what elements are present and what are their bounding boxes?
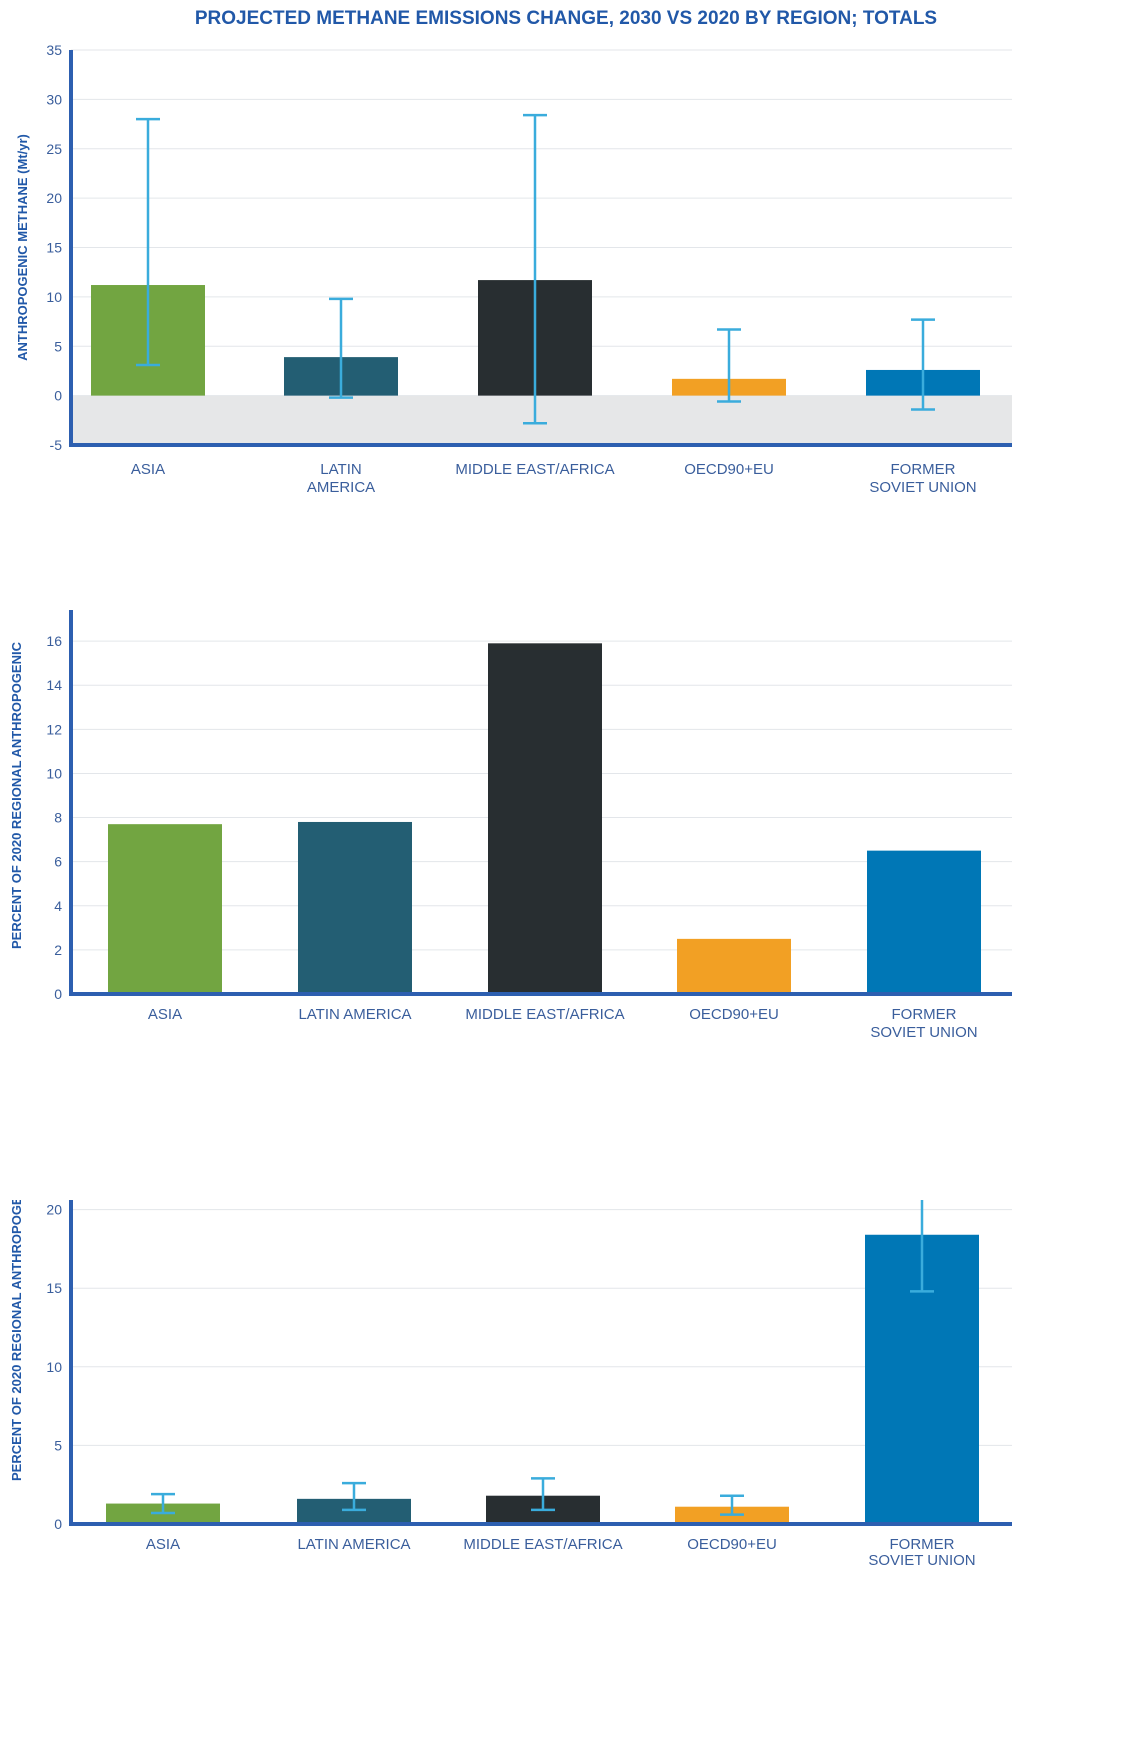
y-axis-label: PERCENT OF 2020 REGIONAL ANTHROPOGENIC bbox=[9, 641, 24, 949]
methane-percent-chart: PROJECTED METHANE EMISSIONS CHANGE, 2030… bbox=[0, 610, 1132, 1175]
bar-asia bbox=[108, 824, 222, 994]
x-category-label-line: LATIN bbox=[320, 461, 361, 478]
x-category-label-line: FORMER bbox=[892, 1006, 957, 1023]
error-bar-oecd90-eu bbox=[720, 1494, 744, 1516]
x-category-label-line: LATIN AMERICA bbox=[298, 1006, 411, 1023]
methane-percent-chart-svg: PROJECTED METHANE EMISSIONS CHANGE, 2030… bbox=[9, 610, 1012, 1041]
y-tick-label: 35 bbox=[46, 42, 62, 58]
x-category-label-oecd90-eu: OECD90+EU bbox=[687, 1536, 777, 1553]
chart-title: PROJECTED METHANE EMISSIONS CHANGE, 2030… bbox=[195, 8, 937, 29]
y-tick-label: 0 bbox=[54, 1516, 62, 1532]
methane-per-person-chart-svg: PROJECTED METHANE EMISSIONS CHANGE, 2030… bbox=[9, 1200, 1012, 1569]
x-category-label-line: OECD90+EU bbox=[689, 1006, 779, 1023]
y-tick-label: 5 bbox=[54, 1437, 62, 1453]
y-tick-label: 20 bbox=[46, 1202, 62, 1218]
error-bar-middle-east-africa bbox=[523, 113, 547, 425]
bar-former-soviet-union bbox=[867, 850, 981, 994]
x-category-label-line: LATIN AMERICA bbox=[297, 1536, 410, 1553]
x-category-label-latin-america: LATIN AMERICA bbox=[307, 461, 375, 496]
y-tick-label: 10 bbox=[46, 289, 62, 305]
y-tick-label: 6 bbox=[54, 854, 62, 870]
x-category-label-asia: ASIA bbox=[146, 1536, 180, 1553]
x-category-label-asia: ASIA bbox=[131, 461, 165, 478]
x-category-label-line: MIDDLE EAST/AFRICA bbox=[455, 461, 614, 478]
x-category-label-line: ASIA bbox=[148, 1006, 182, 1023]
x-category-label-oecd90-eu: OECD90+EU bbox=[684, 461, 774, 478]
y-tick-label: 10 bbox=[46, 765, 62, 781]
y-tick-label: 25 bbox=[46, 141, 62, 157]
x-category-label-line: ASIA bbox=[131, 461, 165, 478]
bar-middle-east-africa bbox=[488, 643, 602, 994]
x-category-label-line: SOVIET UNION bbox=[869, 479, 976, 496]
y-tick-label: 16 bbox=[46, 633, 62, 649]
y-tick-label: 14 bbox=[46, 677, 62, 693]
x-category-label-line: SOVIET UNION bbox=[868, 1552, 975, 1569]
error-bar-oecd90-eu bbox=[717, 328, 741, 403]
x-category-label-former-soviet-union: FORMER SOVIET UNION bbox=[868, 1536, 975, 1569]
error-bar-middle-east-africa bbox=[531, 1477, 555, 1512]
y-tick-label: 15 bbox=[46, 240, 62, 256]
x-category-label-former-soviet-union: FORMER SOVIET UNION bbox=[869, 461, 976, 496]
error-bar-asia bbox=[151, 1492, 175, 1515]
y-tick-label: 5 bbox=[54, 338, 62, 354]
y-tick-label: -5 bbox=[50, 437, 63, 453]
methane-totals-chart-svg: PROJECTED METHANE EMISSIONS CHANGE, 2030… bbox=[15, 8, 1012, 496]
x-category-label-asia: ASIA bbox=[148, 1006, 182, 1023]
x-category-label-middle-east-africa: MIDDLE EAST/AFRICA bbox=[465, 1006, 624, 1023]
error-bar-latin-america bbox=[329, 297, 353, 399]
y-tick-label: 10 bbox=[46, 1359, 62, 1375]
x-category-label-middle-east-africa: MIDDLE EAST/AFRICA bbox=[455, 461, 614, 478]
error-bar-asia bbox=[136, 117, 160, 367]
x-category-label-line: OECD90+EU bbox=[684, 461, 774, 478]
y-tick-label: 20 bbox=[46, 190, 62, 206]
bar-oecd90-eu bbox=[677, 938, 791, 994]
y-axis-label: PERCENT OF 2020 REGIONAL ANTHROPOGENIC bbox=[9, 1200, 24, 1481]
methane-per-person-chart: PROJECTED METHANE EMISSIONS CHANGE, 2030… bbox=[0, 1200, 1132, 1753]
x-category-label-line: MIDDLE EAST/AFRICA bbox=[463, 1536, 622, 1553]
y-axis-label: ANTHROPOGENIC METHANE (Mt/yr) bbox=[15, 134, 30, 361]
x-category-label-line: ASIA bbox=[146, 1536, 180, 1553]
x-category-label-latin-america: LATIN AMERICA bbox=[298, 1006, 411, 1023]
y-tick-label: 8 bbox=[54, 810, 62, 826]
x-category-label-line: OECD90+EU bbox=[687, 1536, 777, 1553]
error-bar-latin-america bbox=[342, 1481, 366, 1512]
x-category-label-line: FORMER bbox=[890, 1536, 955, 1553]
x-category-label-oecd90-eu: OECD90+EU bbox=[689, 1006, 779, 1023]
y-tick-label: 0 bbox=[54, 388, 62, 404]
negative-value-band bbox=[71, 395, 1012, 445]
y-tick-label: 30 bbox=[46, 91, 62, 107]
y-tick-label: 15 bbox=[46, 1280, 62, 1296]
x-category-label-line: AMERICA bbox=[307, 479, 375, 496]
error-bar-former-soviet-union bbox=[910, 1200, 934, 1293]
x-category-label-line: FORMER bbox=[891, 461, 956, 478]
x-category-label-line: MIDDLE EAST/AFRICA bbox=[465, 1006, 624, 1023]
x-category-label-latin-america: LATIN AMERICA bbox=[297, 1536, 410, 1553]
y-tick-label: 12 bbox=[46, 721, 62, 737]
x-category-label-middle-east-africa: MIDDLE EAST/AFRICA bbox=[463, 1536, 622, 1553]
bar-latin-america bbox=[298, 821, 412, 994]
y-tick-label: 4 bbox=[54, 898, 62, 914]
y-tick-label: 0 bbox=[54, 986, 62, 1002]
x-category-label-former-soviet-union: FORMER SOVIET UNION bbox=[870, 1006, 977, 1041]
error-bar-former-soviet-union bbox=[911, 318, 935, 411]
methane-totals-chart: PROJECTED METHANE EMISSIONS CHANGE, 2030… bbox=[0, 0, 1132, 570]
x-category-label-line: SOVIET UNION bbox=[870, 1024, 977, 1041]
y-tick-label: 2 bbox=[54, 942, 62, 958]
